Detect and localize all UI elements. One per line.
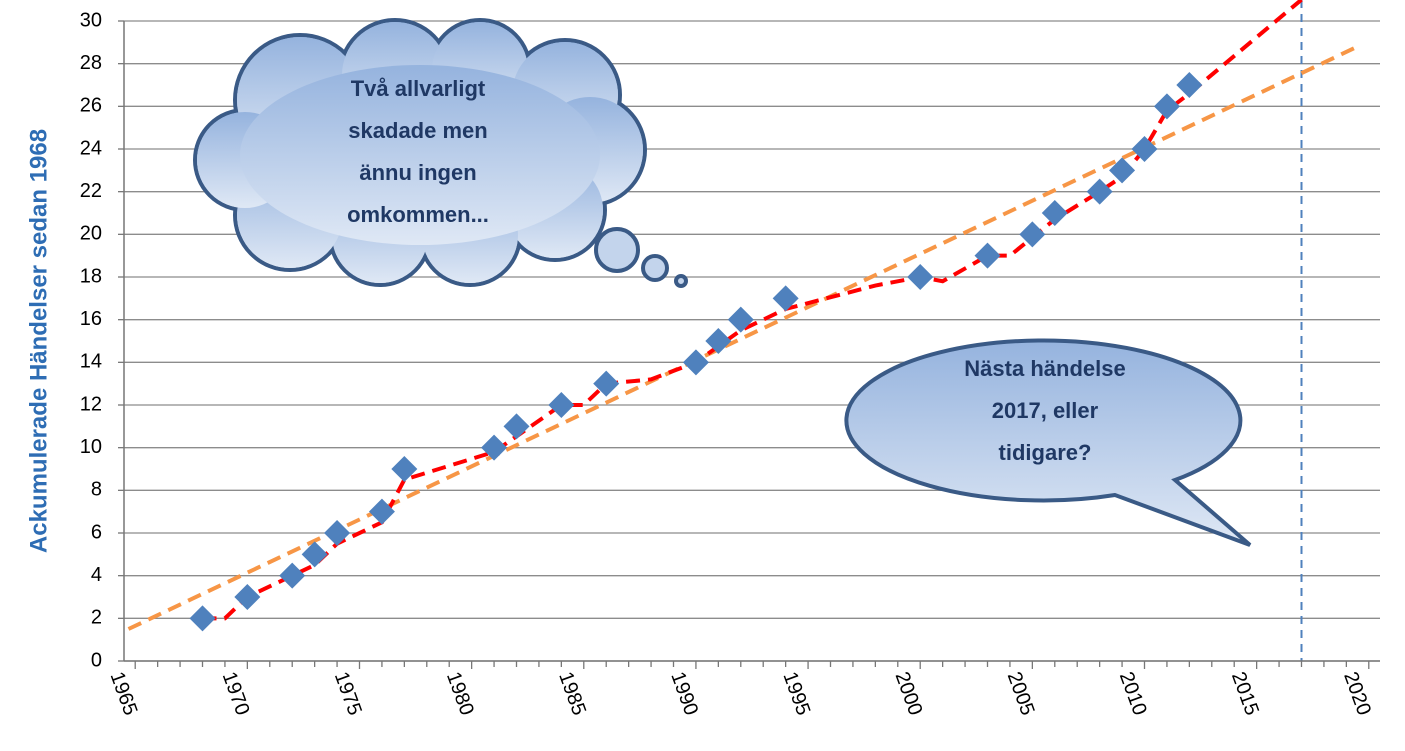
y-tick-label: 30 — [80, 9, 102, 31]
y-tick-label: 26 — [80, 95, 102, 117]
data-point — [190, 605, 216, 631]
data-point — [302, 541, 328, 567]
x-tick-label: 1970 — [218, 669, 254, 718]
page: {"chart_data": {"type": "scatter", "ylab… — [0, 0, 1405, 751]
data-point — [705, 328, 731, 354]
data-point — [728, 307, 754, 333]
x-tick-label: 2015 — [1227, 669, 1263, 718]
y-tick-label: 0 — [91, 649, 102, 671]
y-tick-label: 22 — [80, 180, 102, 202]
x-tick-label: 1980 — [442, 669, 478, 718]
thought-cloud — [195, 20, 686, 286]
y-tick-label: 2 — [91, 607, 102, 629]
x-tick-label: 2010 — [1115, 669, 1151, 718]
data-point — [548, 392, 574, 418]
y-tick-label: 20 — [80, 223, 102, 245]
x-tick-label: 2020 — [1339, 669, 1375, 718]
annotation-text: ännu ingen — [359, 160, 476, 185]
data-point — [234, 584, 260, 610]
x-tick-label: 1985 — [554, 669, 590, 718]
x-tick-label: 2000 — [891, 669, 927, 718]
chart: 0246810121416182022242628301965197019751… — [0, 0, 1405, 751]
y-tick-label: 18 — [80, 265, 102, 287]
data-point — [279, 563, 305, 589]
y-tick-label: 28 — [80, 52, 102, 74]
data-point — [1176, 72, 1202, 98]
y-tick-label: 6 — [91, 521, 102, 543]
data-point — [1087, 179, 1113, 205]
x-tick-label: 1975 — [330, 669, 366, 718]
annotation-text: 2017, eller — [992, 398, 1099, 423]
y-tick-label: 4 — [91, 564, 102, 586]
y-tick-label: 24 — [80, 137, 102, 159]
x-tick-label: 2005 — [1003, 669, 1039, 718]
data-point — [324, 520, 350, 546]
y-tick-label: 10 — [80, 436, 102, 458]
annotation-text: skadade men — [348, 118, 487, 143]
data-point — [1154, 93, 1180, 119]
data-point — [975, 243, 1001, 269]
annotation-text: Två allvarligt — [351, 76, 486, 101]
annotation-text: Nästa händelse — [964, 356, 1125, 381]
data-point — [907, 264, 933, 290]
y-tick-label: 8 — [91, 479, 102, 501]
y-tick-label: 14 — [80, 351, 102, 373]
y-tick-label: 16 — [80, 308, 102, 330]
x-tick-label: 1990 — [666, 669, 702, 718]
y-axis-label: Ackumulerade Händelser sedan 1968 — [25, 129, 52, 553]
data-point — [683, 349, 709, 375]
x-tick-label: 1995 — [778, 669, 814, 718]
annotation-text: omkommen... — [347, 202, 489, 227]
data-point — [504, 413, 530, 439]
y-tick-label: 12 — [80, 393, 102, 415]
data-point — [1042, 200, 1068, 226]
x-tick-label: 1965 — [106, 669, 142, 718]
annotation-text: tidigare? — [999, 440, 1092, 465]
